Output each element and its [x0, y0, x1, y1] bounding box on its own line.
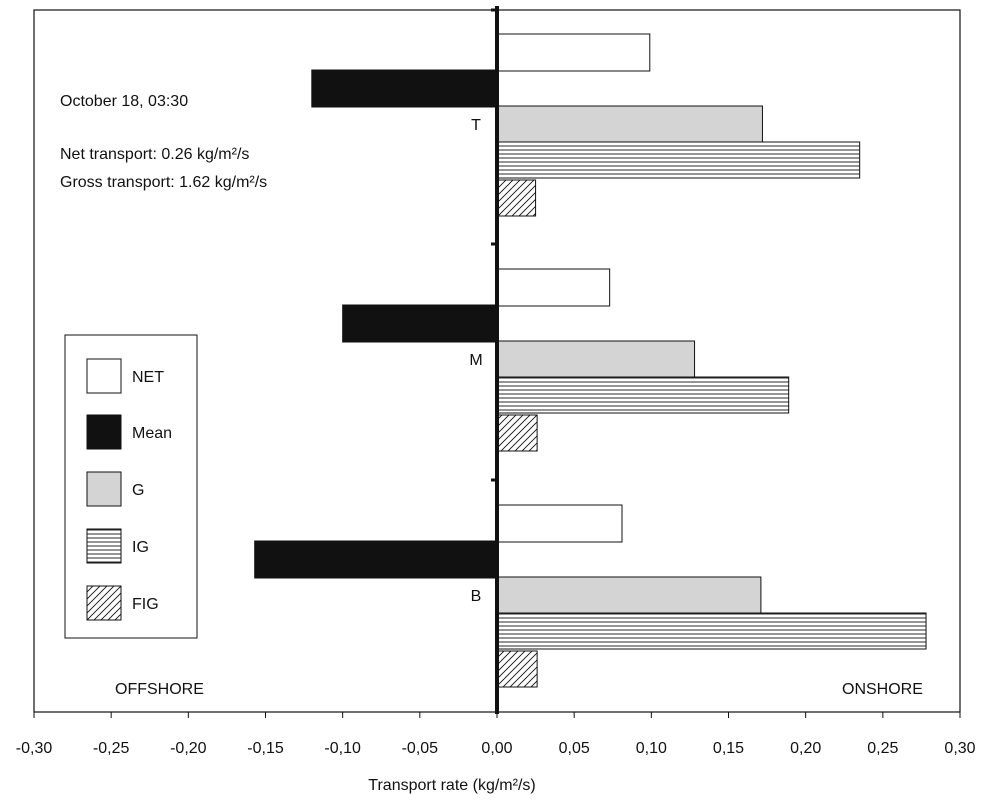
x-tick-label: 0,20 — [790, 740, 821, 757]
legend-swatch-mean — [86, 414, 122, 450]
category-label-t: T — [471, 117, 481, 134]
x-tick-label: 0,15 — [713, 740, 744, 757]
annotation-date: October 18, 03:30 — [60, 93, 188, 110]
bars-layer — [254, 33, 927, 688]
bar-mean-b — [254, 540, 498, 579]
category-label-b: B — [471, 588, 482, 605]
bar-fig-b — [496, 650, 538, 688]
bar-mean-t — [311, 69, 498, 108]
legend-swatch-fig — [86, 585, 122, 621]
x-ticks-layer: -0,30 -0,25 -0,20 -0,15 -0,10 -0,05 0,00 0,05 0,… — [16, 712, 976, 757]
bar-g-m — [496, 340, 696, 379]
x-tick-label: -0,05 — [402, 740, 439, 757]
bar-fig-m — [496, 414, 538, 452]
bar-g-t — [496, 105, 763, 144]
bar-mean-m — [342, 304, 498, 343]
x-tick-label: -0,30 — [16, 740, 53, 757]
category-labels-layer: T M B — [469, 117, 482, 605]
legend-label-mean: Mean — [132, 425, 172, 442]
annotation-offshore: OFFSHORE — [115, 681, 204, 698]
category-label-m: M — [469, 352, 482, 369]
x-tick-label: 0,05 — [559, 740, 590, 757]
bar-g-b — [496, 576, 762, 615]
bar-ig-b — [496, 612, 927, 650]
legend-label-ig: IG — [132, 539, 149, 556]
x-tick-label: -0,25 — [93, 740, 130, 757]
legend-label-g: G — [132, 482, 144, 499]
bar-net-t — [496, 33, 651, 72]
bar-ig-t — [496, 141, 861, 179]
legend: NET Mean G IG FIG — [86, 358, 172, 621]
x-tick-label: -0,20 — [170, 740, 207, 757]
annotation-net-transport: Net transport: 0.26 kg/m²/s — [60, 146, 249, 163]
x-tick-label: 0,25 — [867, 740, 898, 757]
axis-layer — [491, 6, 499, 714]
legend-label-fig: FIG — [132, 596, 159, 613]
x-tick-label: 0,30 — [944, 740, 975, 757]
x-tick-label: -0,15 — [247, 740, 284, 757]
bar-ig-m — [496, 376, 790, 414]
legend-label-net: NET — [132, 369, 164, 386]
bar-fig-t — [496, 179, 537, 217]
x-tick-label: 0,00 — [481, 740, 512, 757]
legend-box — [64, 334, 198, 639]
legend-swatch-ig — [86, 528, 122, 564]
annotation-gross-transport: Gross transport: 1.62 kg/m²/s — [60, 174, 267, 191]
annotation-onshore: ONSHORE — [842, 681, 923, 698]
legend-swatch-g — [86, 471, 122, 507]
x-tick-label: 0,10 — [636, 740, 667, 757]
x-axis-label: Transport rate (kg/m²/s) — [368, 777, 535, 794]
bar-net-m — [496, 268, 611, 307]
bar-net-b — [496, 504, 623, 543]
legend-swatch-net — [86, 358, 122, 394]
x-tick-label: -0,10 — [324, 740, 361, 757]
